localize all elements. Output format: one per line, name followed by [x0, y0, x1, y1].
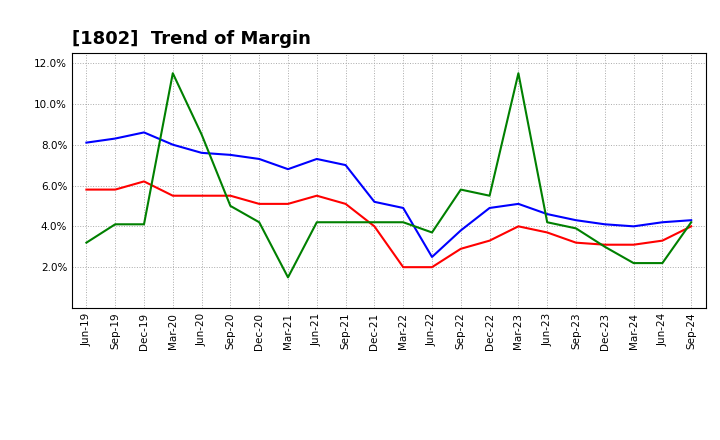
Ordinary Income: [341, 162, 350, 168]
Net Income: [485, 238, 494, 243]
Ordinary Income: [82, 140, 91, 145]
Ordinary Income: [456, 228, 465, 233]
Net Income: [341, 201, 350, 206]
Net Income: [82, 187, 91, 192]
Ordinary Income: [428, 254, 436, 260]
Net Income: [284, 201, 292, 206]
Ordinary Income: [197, 150, 206, 155]
Net Income: [140, 179, 148, 184]
Operating Cashflow: [572, 226, 580, 231]
Operating Cashflow: [629, 260, 638, 266]
Operating Cashflow: [687, 220, 696, 225]
Ordinary Income: [572, 217, 580, 223]
Operating Cashflow: [168, 70, 177, 76]
Operating Cashflow: [543, 220, 552, 225]
Ordinary Income: [485, 205, 494, 211]
Ordinary Income: [629, 224, 638, 229]
Ordinary Income: [543, 212, 552, 217]
Line: Ordinary Income: Ordinary Income: [86, 132, 691, 257]
Net Income: [312, 193, 321, 198]
Net Income: [197, 193, 206, 198]
Ordinary Income: [370, 199, 379, 205]
Ordinary Income: [687, 217, 696, 223]
Ordinary Income: [111, 136, 120, 141]
Line: Operating Cashflow: Operating Cashflow: [86, 73, 691, 277]
Line: Net Income: Net Income: [86, 181, 691, 267]
Net Income: [658, 238, 667, 243]
Operating Cashflow: [226, 203, 235, 209]
Net Income: [226, 193, 235, 198]
Operating Cashflow: [514, 70, 523, 76]
Net Income: [168, 193, 177, 198]
Ordinary Income: [168, 142, 177, 147]
Operating Cashflow: [284, 275, 292, 280]
Net Income: [572, 240, 580, 246]
Ordinary Income: [312, 156, 321, 161]
Operating Cashflow: [399, 220, 408, 225]
Operating Cashflow: [341, 220, 350, 225]
Net Income: [543, 230, 552, 235]
Ordinary Income: [284, 166, 292, 172]
Ordinary Income: [226, 152, 235, 158]
Net Income: [399, 264, 408, 270]
Net Income: [111, 187, 120, 192]
Net Income: [600, 242, 609, 247]
Operating Cashflow: [370, 220, 379, 225]
Ordinary Income: [140, 130, 148, 135]
Text: [1802]  Trend of Margin: [1802] Trend of Margin: [72, 30, 311, 48]
Operating Cashflow: [140, 222, 148, 227]
Net Income: [629, 242, 638, 247]
Operating Cashflow: [111, 222, 120, 227]
Operating Cashflow: [82, 240, 91, 246]
Ordinary Income: [600, 222, 609, 227]
Net Income: [255, 201, 264, 206]
Operating Cashflow: [600, 244, 609, 249]
Net Income: [514, 224, 523, 229]
Operating Cashflow: [485, 193, 494, 198]
Ordinary Income: [514, 201, 523, 206]
Ordinary Income: [255, 156, 264, 161]
Net Income: [687, 224, 696, 229]
Net Income: [428, 264, 436, 270]
Ordinary Income: [399, 205, 408, 211]
Operating Cashflow: [255, 220, 264, 225]
Operating Cashflow: [428, 230, 436, 235]
Operating Cashflow: [456, 187, 465, 192]
Ordinary Income: [658, 220, 667, 225]
Net Income: [456, 246, 465, 251]
Operating Cashflow: [312, 220, 321, 225]
Operating Cashflow: [197, 132, 206, 137]
Operating Cashflow: [658, 260, 667, 266]
Net Income: [370, 224, 379, 229]
